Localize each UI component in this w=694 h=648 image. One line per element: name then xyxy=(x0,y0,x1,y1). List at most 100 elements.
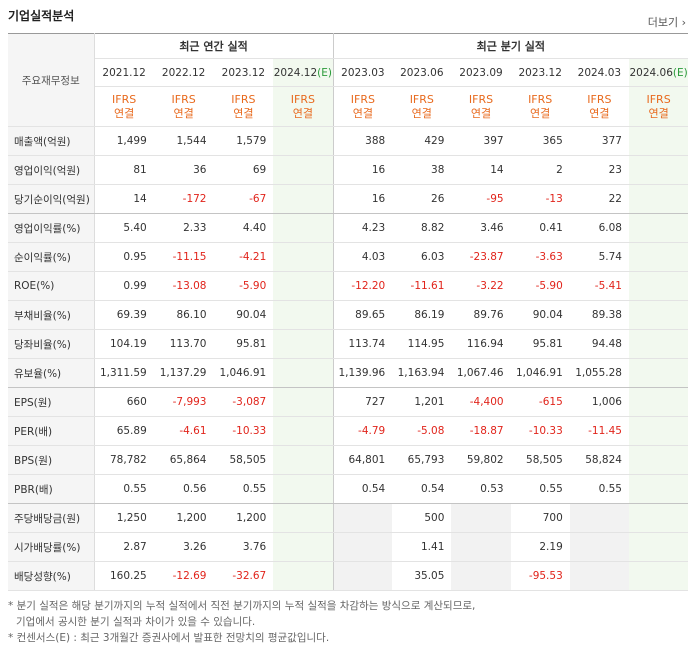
value-cell: -3.63 xyxy=(510,242,570,272)
value-cell: 113.74 xyxy=(333,329,393,359)
more-text[interactable]: 더보기 xyxy=(647,16,679,29)
value-cell: 0.55 xyxy=(510,474,570,504)
value-cell xyxy=(273,329,334,359)
row-label: 순이익률(%) xyxy=(8,242,95,272)
group-header: 최근 연간 실적 xyxy=(94,33,334,59)
value-cell: 0.95 xyxy=(94,242,154,272)
value-cell xyxy=(273,184,334,214)
value-cell xyxy=(333,561,393,591)
value-cell: 86.19 xyxy=(392,300,452,330)
value-cell: -12.20 xyxy=(333,271,393,301)
value-cell: 1,046.91 xyxy=(213,358,274,388)
footnote: * 분기 실적은 해당 분기까지의 누적 실적에서 직전 분기까지의 누적 실적… xyxy=(8,600,476,612)
value-cell: 2.87 xyxy=(94,532,154,562)
value-cell: -5.90 xyxy=(213,271,274,301)
value-cell: 2.19 xyxy=(510,532,570,562)
basis-line: IFRS xyxy=(468,92,494,106)
value-cell xyxy=(273,532,334,562)
more-link[interactable]: 더보기 › xyxy=(647,16,686,29)
value-cell: 1,163.94 xyxy=(392,358,452,388)
value-cell xyxy=(628,213,689,243)
value-cell: 23 xyxy=(569,155,629,185)
value-cell: 1,311.59 xyxy=(94,358,154,388)
basis: IFRS 연결 xyxy=(333,86,393,127)
value-cell: 89.38 xyxy=(569,300,629,330)
value-cell: 22 xyxy=(569,184,629,214)
value-cell: 0.55 xyxy=(94,474,154,504)
value-cell: 0.55 xyxy=(569,474,629,504)
value-cell: 0.54 xyxy=(333,474,393,504)
value-cell xyxy=(273,358,334,388)
basis-line: 연결 xyxy=(411,106,432,120)
data-row: 유보율(%) 1,311.59 1,137.29 1,046.91 1,139.96 1,… xyxy=(8,358,689,388)
data-row: 순이익률(%) 0.95 -11.15 -4.21 4.03 6.03 -23.87 -3.6… xyxy=(8,242,689,272)
value-cell: -67 xyxy=(213,184,274,214)
basis-line: 연결 xyxy=(292,106,313,120)
value-cell: -10.33 xyxy=(510,416,570,446)
value-cell xyxy=(628,503,689,533)
row-label: EPS(원) xyxy=(8,387,95,417)
value-cell xyxy=(628,416,689,446)
value-cell: 86.10 xyxy=(153,300,214,330)
value-cell: 5.74 xyxy=(569,242,629,272)
value-cell xyxy=(628,445,689,475)
row-label: 영업이익률(%) xyxy=(8,213,95,243)
value-cell xyxy=(451,503,511,533)
value-cell: -615 xyxy=(510,387,570,417)
value-cell xyxy=(273,271,334,301)
value-cell: -95 xyxy=(451,184,511,214)
row-label: PER(배) xyxy=(8,416,95,446)
financial-table: 주요재무정보 최근 연간 실적 최근 분기 실적 2021.12 2022.12 2023… xyxy=(8,33,689,591)
value-cell: 81 xyxy=(94,155,154,185)
value-cell: 113.70 xyxy=(153,329,214,359)
value-cell: -18.87 xyxy=(451,416,511,446)
basis: IFRS 연결 xyxy=(569,86,629,127)
value-cell: 1,200 xyxy=(213,503,274,533)
value-cell xyxy=(628,358,689,388)
value-cell: -7,993 xyxy=(153,387,214,417)
period-label: 2024.06 xyxy=(629,66,673,79)
estimate-mark: (E) xyxy=(317,66,332,79)
value-cell: -4.61 xyxy=(153,416,214,446)
value-cell: -5.41 xyxy=(569,271,629,301)
basis-line: 연결 xyxy=(233,106,254,120)
value-cell xyxy=(569,503,629,533)
period-label: 2023.12 xyxy=(518,66,562,79)
value-cell xyxy=(628,474,689,504)
value-cell: 2 xyxy=(510,155,570,185)
row-label: 영업이익(억원) xyxy=(8,155,95,185)
data-row: 당좌비율(%) 104.19 113.70 95.81 113.74 114.95 116.… xyxy=(8,329,689,359)
value-cell: -11.15 xyxy=(153,242,214,272)
basis-line: 연결 xyxy=(470,106,492,120)
value-cell: 397 xyxy=(451,126,511,156)
table-wrap: 주요재무정보 최근 연간 실적 최근 분기 실적 2021.12 2022.12 2023… xyxy=(8,33,689,591)
value-cell xyxy=(273,126,334,156)
value-cell: 4.40 xyxy=(213,213,274,243)
value-cell: -11.45 xyxy=(569,416,629,446)
value-cell: 114.95 xyxy=(392,329,452,359)
value-cell xyxy=(333,532,393,562)
basis-line: IFRS xyxy=(171,92,196,106)
value-cell: 160.25 xyxy=(94,561,154,591)
period: 2023.06 xyxy=(392,58,452,87)
value-cell xyxy=(628,126,689,156)
period-label: 2022.12 xyxy=(161,66,206,79)
value-cell xyxy=(273,300,334,330)
data-row: 시가배당률(%) 2.87 3.26 3.76 1.41 2.19 xyxy=(8,532,689,562)
value-cell xyxy=(273,387,334,417)
period-label: 2023.09 xyxy=(459,66,503,79)
basis: IFRS 연결 xyxy=(510,86,570,127)
row-label: 배당성향(%) xyxy=(8,561,95,591)
row-label: 당좌비율(%) xyxy=(8,329,95,359)
value-cell xyxy=(451,532,511,562)
value-cell: 104.19 xyxy=(94,329,154,359)
basis: IFRS 연결 xyxy=(451,86,511,127)
period: 2023.03 xyxy=(333,58,393,87)
basis: IFRS 연결 xyxy=(153,86,214,127)
basis-line: 연결 xyxy=(352,106,373,120)
data-row: BPS(원) 78,782 65,864 58,505 64,801 65,793 59,8… xyxy=(8,445,689,475)
value-cell xyxy=(628,300,689,330)
value-cell: -5.08 xyxy=(392,416,452,446)
value-cell: 1,200 xyxy=(153,503,214,533)
period: 2023.12 xyxy=(510,58,570,87)
